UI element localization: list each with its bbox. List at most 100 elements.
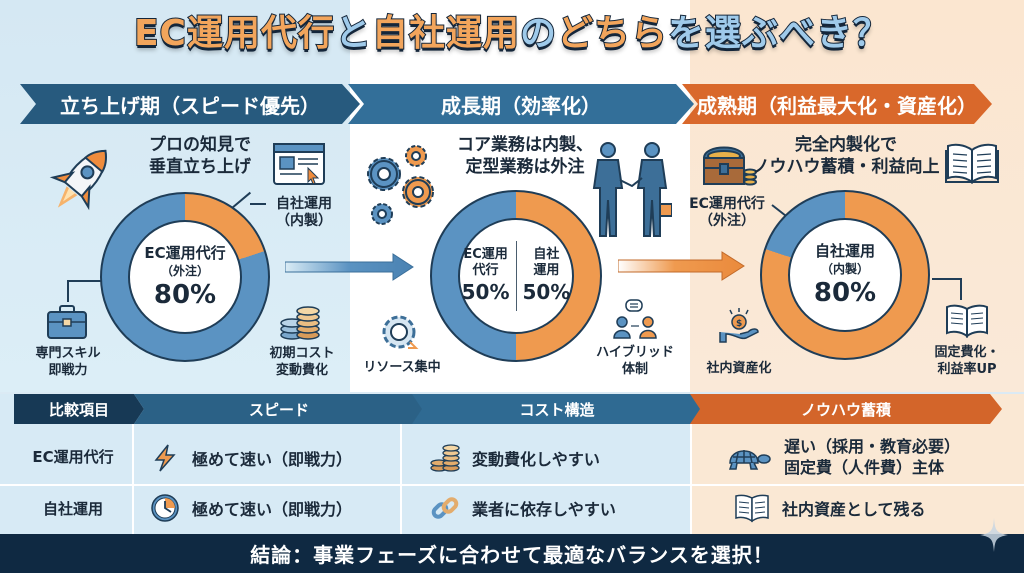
phase-3-headline: 完全内製化で ノウハウ蓄積・利益向上 <box>752 134 940 178</box>
donut-split-inhouse: 自社 運用 50% <box>517 247 577 305</box>
phase-1-feature-cost: 初期コスト 変動費化 <box>256 345 348 379</box>
callout-line-1: EC運用代行 <box>689 196 765 212</box>
table-cell-knowhow: 遅い（採用・教育必要） 固定費（人件費）主体 <box>724 432 1020 482</box>
header-label: スピード <box>248 400 309 419</box>
phase-2-feature-focus: リソース集中 <box>355 359 449 376</box>
phase-3-callout: EC運用代行 （外注） <box>682 196 772 230</box>
split-percent: 50% <box>461 280 510 304</box>
book-icon <box>946 304 988 338</box>
coins-icon <box>430 444 460 472</box>
phase-2-headline: コア業務は内製、 定型業務は外注 <box>440 134 610 178</box>
callout-line <box>932 278 962 300</box>
headline-line: コア業務は内製、 <box>457 135 593 155</box>
header-label: コスト構造 <box>519 400 595 419</box>
table-cell-cost: 業者に依存しやすい <box>430 490 686 526</box>
title-part: と <box>334 12 372 55</box>
briefcase-icon <box>47 305 87 339</box>
donut-center-mature: 自社運用 （内製） 80% <box>788 218 902 332</box>
cell-text: 極めて速い（即戦力） <box>192 450 353 469</box>
feature-line: ハイブリッド <box>596 345 674 360</box>
donut-center-name: EC運用代行 <box>144 243 226 262</box>
callout-line <box>67 280 101 302</box>
svg-text:$: $ <box>736 319 742 329</box>
phase-1-callout: 自社運用 （内製） <box>262 196 346 230</box>
transition-arrow-orange <box>618 251 745 281</box>
turtle-icon <box>728 450 771 470</box>
transition-arrow-blue <box>285 253 414 281</box>
handshake-icon <box>592 142 672 237</box>
phase-label: 立ち上げ期（スピード優先） <box>60 93 320 118</box>
column-divider <box>400 424 402 534</box>
headline-line: 垂直立ち上げ <box>149 157 251 177</box>
cell-text: 固定費（人件費）主体 <box>784 458 945 477</box>
cell-text: 社内資産として残る <box>782 500 926 519</box>
clock-icon <box>151 494 179 522</box>
split-name: 自社 <box>533 247 560 262</box>
phase-1-headline: プロの知見で 垂直立ち上げ <box>130 134 270 178</box>
title-part: を選ぶべき？ <box>667 12 891 55</box>
phase-3-feature-profit: 固定費化・ 利益率UP <box>920 344 1014 378</box>
cell-text: 極めて速い（即戦力） <box>192 500 353 519</box>
phase-1-feature-skill: 専門スキル 即戦力 <box>22 345 114 379</box>
donut-center-startup: EC運用代行 （外注） 80% <box>128 220 242 334</box>
donut-center-sub: （内製） <box>820 261 869 276</box>
conclusion-text: 結論：事業フェーズに合わせて最適なバランスを選択！ <box>250 543 774 567</box>
headline-line: プロの知見で <box>149 135 251 155</box>
callout-line <box>250 203 266 205</box>
title-part: の <box>519 12 558 55</box>
table-header-cost: コスト構造 <box>412 394 702 424</box>
donut-center-percent: 80% <box>153 279 217 310</box>
gears-icon <box>367 145 434 225</box>
feature-line: リソース集中 <box>363 360 441 375</box>
donut-center-growth: EC運用 代行 50% 自社 運用 50% <box>458 218 574 334</box>
phase-banner-growth: 成長期（効率化） <box>348 84 694 124</box>
title-part: どちら <box>556 12 669 55</box>
feature-line: 社内資産化 <box>706 361 772 376</box>
feature-line: 専門スキル <box>35 346 101 361</box>
donut-split-outsource: EC運用 代行 50% <box>456 247 516 305</box>
donut-center-percent: 80% <box>813 277 877 308</box>
lightning-icon <box>154 444 176 472</box>
open-book-icon <box>945 143 999 184</box>
feature-line: 固定費化・ <box>934 345 1000 360</box>
column-divider <box>132 424 134 534</box>
feature-line: 即戦力 <box>48 363 88 378</box>
row-divider <box>0 484 1024 486</box>
callout-line-2: （外注） <box>699 213 755 229</box>
header-label: 比較項目 <box>48 400 109 419</box>
table-cell-knowhow: 社内資産として残る <box>734 490 1020 526</box>
page-title: EC運用代行と自社運用のどちらを選ぶべき？ <box>0 4 1024 55</box>
table-cell-cost: 変動費化しやすい <box>430 440 686 476</box>
table-cell-speed: 極めて速い（即戦力） <box>150 440 396 476</box>
cell-text: 変動費化しやすい <box>472 450 600 469</box>
headline-line: 定型業務は外注 <box>465 157 585 177</box>
feature-line: 変動費化 <box>275 363 328 378</box>
gear-cycle-icon <box>382 315 419 349</box>
phase-label: 成長期（効率化） <box>441 93 601 118</box>
browser-window-icon <box>273 143 325 185</box>
split-divider <box>515 241 517 311</box>
cell-text: 業者に依存しやすい <box>472 500 616 519</box>
split-name: 運用 <box>533 263 560 278</box>
table-row-label: EC運用代行 <box>14 436 132 476</box>
column-divider <box>690 424 692 534</box>
split-percent: 50% <box>522 280 571 304</box>
headline-line: ノウハウ蓄積・利益向上 <box>752 157 940 177</box>
phase-3-feature-asset: 社内資産化 <box>694 360 784 377</box>
table-header-knowhow: ノウハウ蓄積 <box>690 394 1002 424</box>
rocket-icon <box>49 149 108 211</box>
donut-center-name: 自社運用 <box>814 241 875 260</box>
split-name: EC運用 <box>463 247 508 262</box>
callout-line-1: 自社運用 <box>276 196 332 212</box>
split-name: 代行 <box>472 263 499 278</box>
chain-link-icon <box>431 497 459 519</box>
coins-icon <box>280 306 320 340</box>
phase-banner-mature: 成熟期（利益最大化・資産化） <box>682 84 992 124</box>
table-row-label: 自社運用 <box>14 488 132 528</box>
hybrid-team-icon <box>613 299 657 339</box>
phase-banner-startup: 立ち上げ期（スピード優先） <box>20 84 360 124</box>
headline-line: 完全内製化で <box>795 135 897 155</box>
hand-coin-icon: $ <box>719 308 759 343</box>
donut-center-sub: （外注） <box>160 263 209 278</box>
table-header-item: 比較項目 <box>14 394 144 424</box>
